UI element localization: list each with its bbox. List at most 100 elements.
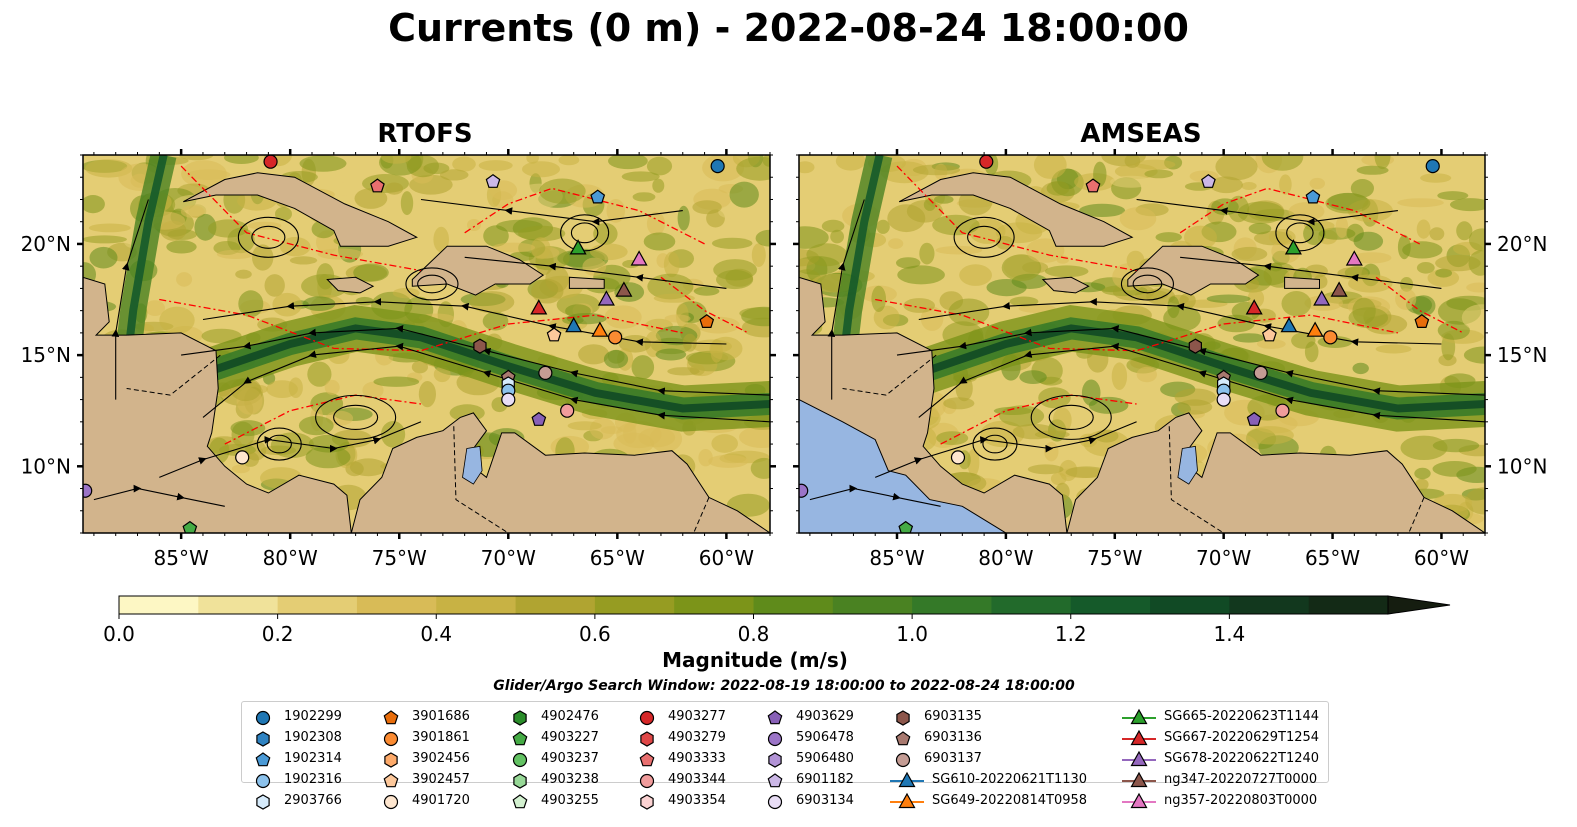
magnitude-cell (1309, 177, 1326, 190)
triangle-line-marker-icon (890, 771, 924, 787)
legend-entry: 3902456 (378, 748, 470, 769)
float-marker (597, 290, 615, 306)
x-tick-label: 65°W (1305, 546, 1360, 570)
legend-label: ng347-20220727T0000 (1164, 772, 1318, 787)
eddy-streamline (1030, 394, 1112, 440)
border-line (1408, 497, 1425, 533)
float-marker (979, 155, 994, 169)
magnitude-cell (355, 296, 374, 306)
eddy-streamline (405, 267, 459, 301)
magnitude-cell (1094, 429, 1119, 443)
eddy-streamline (266, 434, 292, 454)
colorbar-segment (753, 596, 834, 614)
legend-label: 3901686 (412, 709, 470, 724)
triangle-line-marker-icon (890, 792, 924, 808)
x-tick-label: 70°W (481, 546, 536, 570)
border-line (1168, 426, 1224, 533)
circle-marker-icon (255, 773, 271, 788)
magnitude-cell (1231, 246, 1268, 262)
magnitude-cell (710, 338, 723, 363)
eddy-streamline (967, 225, 1002, 249)
legend-entry: SG665-20220623T1144 (1122, 706, 1319, 727)
border-line (693, 497, 710, 533)
magnitude-cell (381, 155, 412, 164)
colorbar-tick-label: 1.4 (1213, 622, 1245, 646)
legend-entry: 3901686 (378, 706, 470, 727)
magnitude-cell (739, 426, 770, 448)
magnitude-cell (718, 205, 741, 219)
legend-marker (255, 773, 271, 788)
colorbar-segment (674, 596, 754, 614)
legend-entry: 6901182 (762, 769, 854, 790)
eddy-streamline (570, 222, 599, 244)
magnitude-cell (1303, 222, 1326, 246)
x-tick-label: 75°W (372, 546, 427, 570)
float-marker (1246, 411, 1262, 426)
pentagon-marker-icon (512, 793, 528, 808)
magnitude-cell (518, 225, 566, 242)
hexagon-marker-icon (384, 751, 398, 768)
magnitude-cell (1313, 358, 1345, 368)
magnitude-cell (912, 164, 961, 176)
hexagon-marker-icon (896, 709, 910, 726)
colorbar-segment (436, 596, 517, 614)
legend-label: 5906480 (796, 751, 854, 766)
magnitude-cell (433, 226, 450, 253)
magnitude-cell (934, 195, 954, 204)
legend-entry: 4903333 (634, 748, 726, 769)
legend-entry: 4903227 (507, 727, 599, 748)
legend-entry: 3901861 (378, 727, 470, 748)
magnitude-cell (716, 269, 754, 290)
legend-marker (1130, 771, 1148, 787)
x-tick-label: 65°W (590, 546, 645, 570)
magnitude-cell (1374, 155, 1391, 170)
magnitude-cell (392, 287, 420, 299)
legend-label: 1902316 (284, 772, 342, 787)
colorbar-segment (1308, 596, 1389, 614)
legend-marker (256, 730, 270, 747)
magnitude-cell (1144, 169, 1174, 179)
puerto-rico-land (568, 276, 605, 289)
magnitude-cell (1397, 234, 1411, 260)
legend-entry: 6903137 (890, 748, 1087, 769)
legend-box: 1902299 1902308 1902314 1902316 2903766 39016… (241, 701, 1329, 810)
magnitude-cell (1456, 221, 1473, 241)
eddy-streamline (1132, 274, 1163, 294)
legend-label: 6903134 (796, 793, 854, 808)
colorbar-segment (277, 596, 358, 614)
legend-label: 4903629 (796, 709, 854, 724)
legend-label: 4903238 (541, 772, 599, 787)
magnitude-cell (1465, 487, 1485, 515)
colorbar-tick-label: 1.2 (1055, 622, 1087, 646)
magnitude-cell (1217, 314, 1255, 333)
eddy-streamline (1286, 222, 1314, 244)
magnitude-cell (711, 434, 738, 453)
hispaniola-land (411, 245, 545, 296)
magnitude-cell (166, 240, 197, 254)
eddy-streamline (417, 274, 447, 294)
float-marker (591, 321, 609, 337)
magnitude-cell (903, 298, 935, 313)
magnitude-cell (1110, 175, 1153, 188)
legend-entry: 1902299 (250, 706, 342, 727)
eez-boundary (464, 187, 705, 245)
magnitude-cell (1044, 442, 1059, 462)
magnitude-cell (567, 421, 602, 431)
legend-marker (513, 772, 527, 789)
colorbar-tick-label: 1.0 (896, 622, 928, 646)
legend-marker (1130, 729, 1148, 745)
magnitude-cell (932, 214, 980, 236)
magnitude-cell (289, 256, 318, 265)
legend-label: ng357-20220803T0000 (1164, 793, 1318, 808)
magnitude-cell (545, 266, 569, 293)
magnitude-cell (373, 376, 420, 387)
float-marker (370, 178, 385, 193)
magnitude-cell (708, 454, 749, 468)
magnitude-cell (298, 416, 334, 436)
legend-label: 6903137 (924, 751, 982, 766)
magnitude-cell (821, 219, 845, 233)
magnitude-cell (692, 200, 722, 215)
legend-label: 6901182 (796, 772, 854, 787)
float-marker (546, 327, 562, 342)
magnitude-cell (621, 171, 660, 182)
